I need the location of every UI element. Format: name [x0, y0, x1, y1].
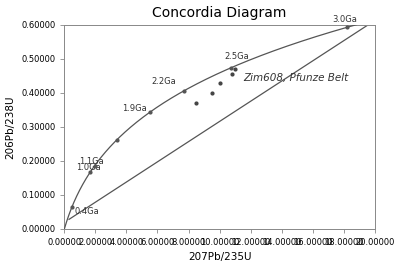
Text: 1.0Ga: 1.0Ga [76, 163, 101, 172]
Text: 2.2Ga: 2.2Ga [152, 77, 176, 87]
X-axis label: 207Pb/235U: 207Pb/235U [188, 252, 251, 262]
Text: 1.1Ga: 1.1Ga [79, 157, 104, 166]
Text: 1.9Ga: 1.9Ga [122, 104, 146, 113]
Title: Concordia Diagram: Concordia Diagram [152, 6, 287, 20]
Y-axis label: 206Pb/238U: 206Pb/238U [6, 95, 16, 159]
Text: 3.0Ga: 3.0Ga [333, 15, 358, 24]
Text: 0.4Ga: 0.4Ga [74, 207, 99, 216]
Text: 2.5Ga: 2.5Ga [225, 52, 250, 61]
Text: Zim608, Pfunze Belt: Zim608, Pfunze Belt [243, 73, 348, 83]
